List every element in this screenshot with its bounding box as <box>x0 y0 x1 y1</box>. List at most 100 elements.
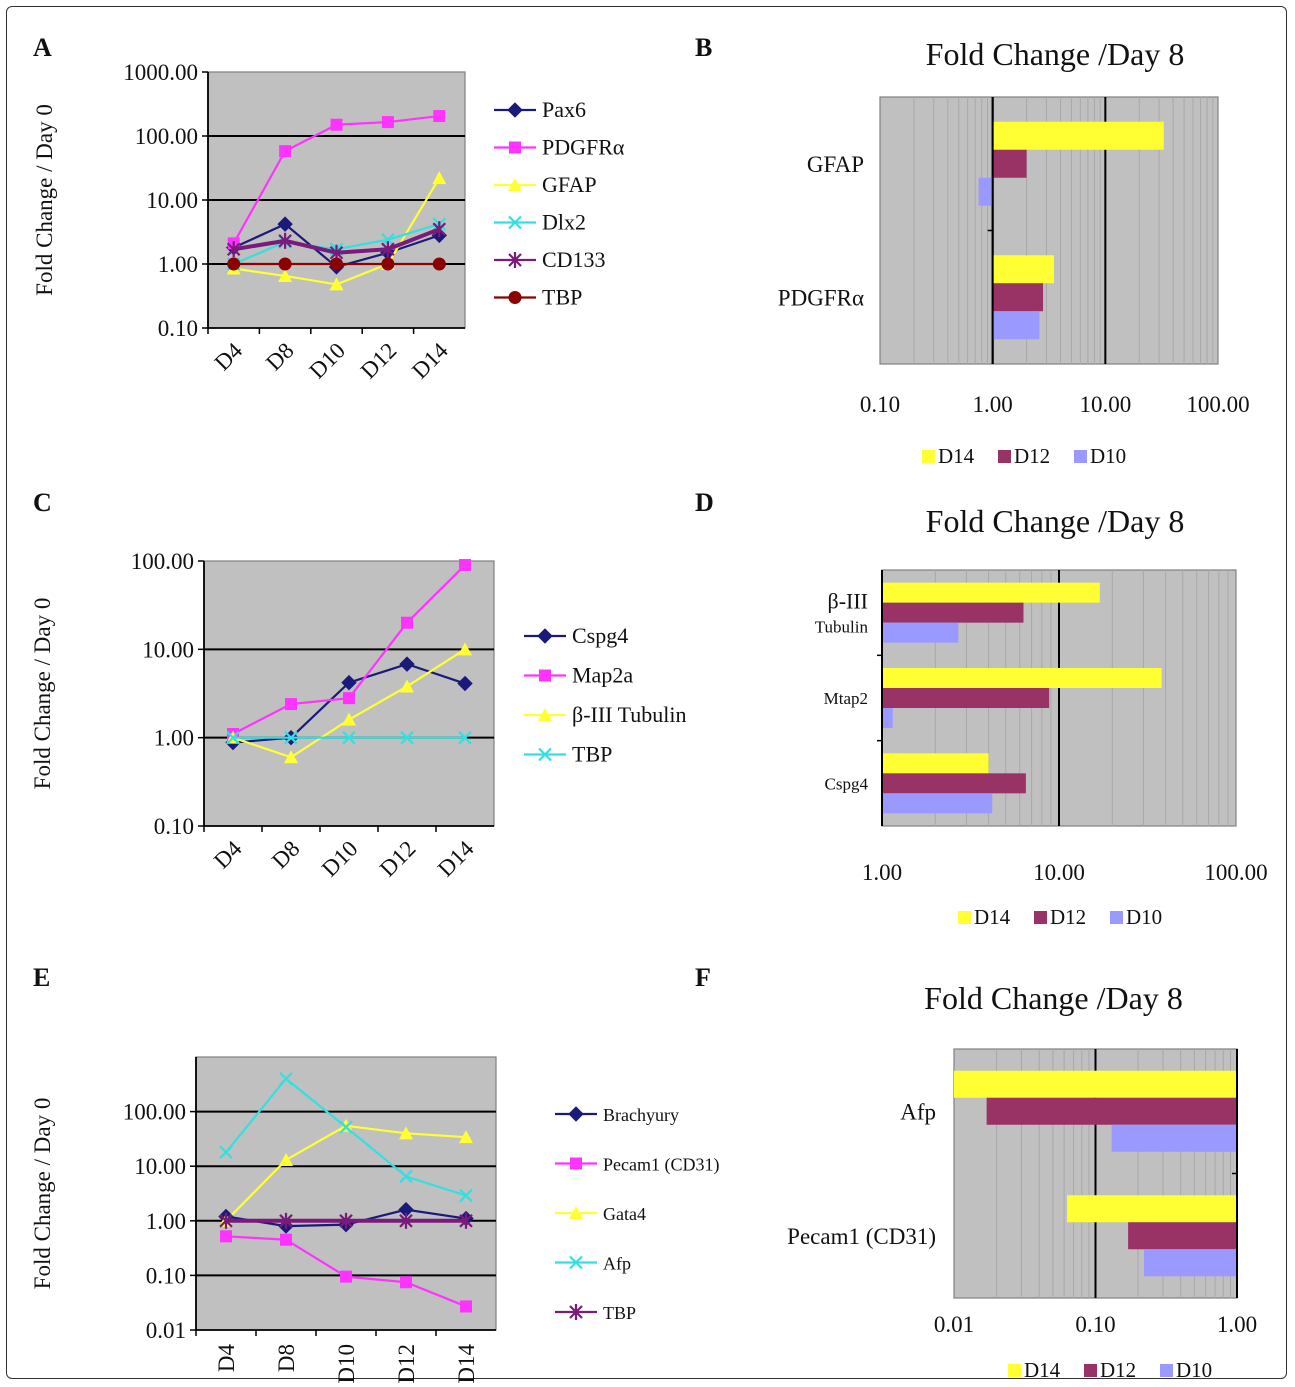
legend-marker <box>569 1304 583 1320</box>
data-point <box>277 216 293 232</box>
data-point <box>285 698 297 711</box>
panel-letter-f: F <box>695 963 711 992</box>
legend-marker <box>508 252 522 268</box>
data-point <box>460 1300 472 1313</box>
data-point <box>400 679 414 693</box>
plot-area <box>195 1056 497 1331</box>
legend-label: TBP <box>603 1303 636 1323</box>
y-tick-label: 0.01 <box>146 1318 186 1343</box>
legend-swatch <box>1008 1364 1021 1377</box>
series-map2a <box>227 559 471 741</box>
data-point <box>400 730 414 745</box>
x-tick-label: 0.10 <box>1075 1312 1115 1337</box>
line-chart-c: 100.00 10.00 1.00 0.10 D4 D8 D10 D12 D14 Fold Cha… <box>30 549 687 882</box>
legend-label: D14 <box>1024 1358 1061 1382</box>
y-tick-label: 100.00 <box>135 124 198 149</box>
category-label: PDGFRα <box>778 285 864 310</box>
data-point <box>284 750 298 764</box>
bar-d14 <box>882 753 989 774</box>
data-point <box>279 1212 293 1229</box>
legend-swatch <box>1160 1364 1173 1377</box>
category-label: Afp <box>900 1099 936 1124</box>
x-tick-label: 100.00 <box>1204 860 1267 885</box>
legend-label: D12 <box>1014 444 1050 468</box>
panel-letter-d: D <box>695 488 714 517</box>
x-tick-label: D4 <box>214 1344 239 1373</box>
data-point <box>330 257 343 271</box>
data-point <box>459 1130 473 1144</box>
bar-d14 <box>954 1070 1237 1098</box>
bar-d14 <box>882 582 1100 603</box>
legend-label: Cspg4 <box>572 623 628 648</box>
data-point <box>432 221 447 238</box>
legend-swatch <box>1110 911 1123 924</box>
y-tick-label: 1000.00 <box>123 60 198 85</box>
x-tick-label: D10 <box>334 1344 359 1384</box>
data-point <box>458 730 472 745</box>
bar-d10 <box>992 311 1040 340</box>
legend: D14 D12 D10 <box>958 905 1162 929</box>
x-tick-label: 0.10 <box>860 392 900 417</box>
legend-marker <box>568 1106 584 1122</box>
legend-swatch <box>922 450 935 463</box>
bar-d12 <box>986 1097 1237 1125</box>
bar-d12 <box>992 149 1027 178</box>
legend-label: Afp <box>603 1254 631 1274</box>
y-axis-label: Fold Change / Day 0 <box>32 104 57 296</box>
line-chart-a: 1000.00 100.00 10.00 1.00 0.10 D4 D8 D10 D12 D14 F… <box>32 60 625 384</box>
legend-marker <box>538 708 552 721</box>
y-tick-label: 0.10 <box>146 1263 186 1288</box>
chart-title: Fold Change /Day 8 <box>926 503 1185 539</box>
data-point <box>432 171 447 185</box>
data-point <box>278 257 292 271</box>
data-point <box>381 257 395 271</box>
y-axis-label: Fold Change / Day 0 <box>30 598 55 790</box>
bar-d12 <box>1128 1222 1237 1250</box>
legend-marker <box>539 669 551 682</box>
data-point <box>339 1120 353 1134</box>
x-tick-label: D8 <box>274 1344 299 1372</box>
y-tick-label: 100.00 <box>123 1100 186 1125</box>
category-label-sub: Tubulin <box>815 618 869 637</box>
y-tick-label: 0.10 <box>158 316 198 341</box>
data-point <box>400 1276 412 1289</box>
y-axis-label: Fold Change / Day 0 <box>30 1098 55 1290</box>
x-tick-label: D14 <box>433 836 479 882</box>
legend-swatch <box>1084 1364 1097 1377</box>
bar-chart-d: Fold Change /Day 8 1.00 10.00 100.00 β-III Tu… <box>815 503 1268 929</box>
x-tick-label: 10.00 <box>1079 392 1131 417</box>
legend-label: D14 <box>974 905 1011 929</box>
data-point <box>329 277 344 291</box>
legend-marker <box>508 215 522 230</box>
panel-letter-e: E <box>33 963 51 992</box>
legend-label: Pax6 <box>542 97 586 122</box>
bar-chart-b: Fold Change /Day 8 0.10 1.00 10.00 100.00 GFA… <box>778 36 1250 468</box>
legend-label: β-III Tubulin <box>572 702 687 727</box>
data-point <box>330 118 343 131</box>
data-point <box>342 730 356 745</box>
legend-label: D12 <box>1050 905 1086 929</box>
x-tick-label: D12 <box>375 836 421 882</box>
legend-label: CD133 <box>542 247 606 272</box>
data-point <box>399 1169 413 1184</box>
legend: Pax6 PDGFRα GFAP Dlx2 CD133 TBP <box>494 97 625 310</box>
bar-d14 <box>882 668 1162 688</box>
chart-title: Fold Change /Day 8 <box>924 980 1183 1016</box>
legend-swatch <box>998 450 1011 463</box>
data-point <box>226 730 240 745</box>
series-cd133 <box>226 221 447 261</box>
data-point <box>459 1212 473 1229</box>
x-tick-label: D14 <box>407 338 453 384</box>
bar-d12 <box>992 283 1044 312</box>
series-afp <box>219 1071 473 1203</box>
data-point <box>339 1118 353 1132</box>
legend-label: Gata4 <box>603 1204 646 1224</box>
y-tick-label: 0.10 <box>154 814 194 839</box>
x-tick-label: 0.01 <box>934 1312 974 1337</box>
bar-d10 <box>882 708 893 728</box>
legend-marker <box>508 178 522 191</box>
x-tick-label: D8 <box>261 338 299 376</box>
legend-label: D10 <box>1126 905 1162 929</box>
legend-label: TBP <box>542 285 582 310</box>
x-tick-label: 1.00 <box>973 392 1013 417</box>
